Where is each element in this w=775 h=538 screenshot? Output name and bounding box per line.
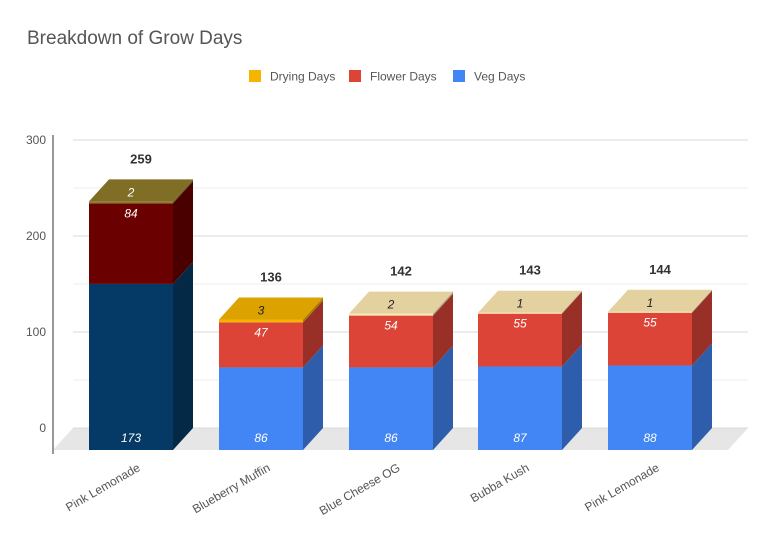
- bar-segment-side: [173, 181, 193, 284]
- total-label: 259: [130, 151, 152, 166]
- bar-segment: [89, 203, 173, 284]
- data-label: 173: [121, 431, 141, 445]
- total-label: 142: [390, 264, 412, 279]
- legend-swatch: [349, 70, 361, 82]
- legend-swatch: [249, 70, 261, 82]
- bar-segment: [608, 311, 692, 313]
- bar-segment-side: [562, 291, 582, 367]
- bar-segment: [349, 367, 433, 450]
- data-label: 2: [387, 298, 395, 312]
- bar-segment-side: [433, 293, 453, 368]
- bar-segment: [478, 313, 562, 367]
- bar-top: [478, 290, 582, 313]
- bar-segment-side: [303, 297, 323, 323]
- bar-segment: [349, 313, 433, 316]
- data-label: 1: [647, 296, 654, 310]
- data-label: 1: [517, 297, 524, 311]
- bar-segment: [349, 315, 433, 368]
- y-tick-label: 0: [39, 421, 46, 435]
- bar-segment: [478, 366, 562, 450]
- chart-title: Breakdown of Grow Days: [27, 28, 243, 49]
- data-label: 2: [127, 185, 135, 199]
- bar-segment: [608, 312, 692, 366]
- bar-segment: [219, 367, 303, 450]
- x-category-label: Blueberry Muffin: [190, 460, 272, 516]
- bar-segment: [478, 312, 562, 314]
- legend-label: Flower Days: [370, 70, 437, 84]
- bar-top: [608, 289, 712, 312]
- data-label: 3: [258, 303, 265, 317]
- y-tick-label: 200: [26, 229, 46, 243]
- data-label: 55: [643, 316, 657, 330]
- bar-segment: [608, 365, 692, 450]
- x-category-label: Bubba Kush: [468, 460, 532, 505]
- bar-segment-side: [433, 345, 453, 450]
- x-category-label: Pink Lemonade: [63, 460, 143, 514]
- bar-top: [349, 291, 453, 314]
- bar-segment-side: [562, 344, 582, 450]
- bar-segment: [219, 319, 303, 323]
- y-tick-label: 100: [26, 325, 46, 339]
- data-label: 47: [254, 325, 269, 339]
- x-category-label: Pink Lemonade: [582, 460, 662, 514]
- x-category-label: Blue Cheese OG: [317, 460, 403, 517]
- bar-segment-side: [303, 300, 323, 368]
- bar-top: [219, 297, 323, 320]
- bar-segment-side: [692, 289, 712, 313]
- bar-segment-side: [303, 345, 323, 450]
- data-label: 88: [643, 431, 657, 445]
- data-label: 86: [254, 431, 268, 445]
- legend-label: Veg Days: [474, 70, 525, 84]
- data-label: 86: [384, 431, 398, 445]
- total-label: 144: [649, 262, 671, 277]
- data-label: 55: [513, 317, 527, 331]
- bar-segment: [89, 283, 173, 450]
- bar-segment-side: [692, 343, 712, 450]
- legend-swatch: [453, 70, 465, 82]
- y-tick-label: 300: [26, 133, 46, 147]
- data-label: 84: [124, 206, 138, 220]
- total-label: 143: [519, 263, 541, 278]
- bar-segment-side: [433, 291, 453, 316]
- bar-segment: [219, 322, 303, 368]
- bar-segment-side: [173, 261, 193, 450]
- bar-segment-side: [562, 290, 582, 314]
- bar-segment: [89, 201, 173, 204]
- legend-label: Drying Days: [270, 70, 335, 84]
- bar-segment-side: [173, 179, 193, 204]
- data-label: 54: [384, 319, 398, 333]
- data-label: 87: [513, 431, 528, 445]
- total-label: 136: [260, 269, 282, 284]
- bar-segment-side: [692, 290, 712, 366]
- bar-top: [89, 179, 193, 202]
